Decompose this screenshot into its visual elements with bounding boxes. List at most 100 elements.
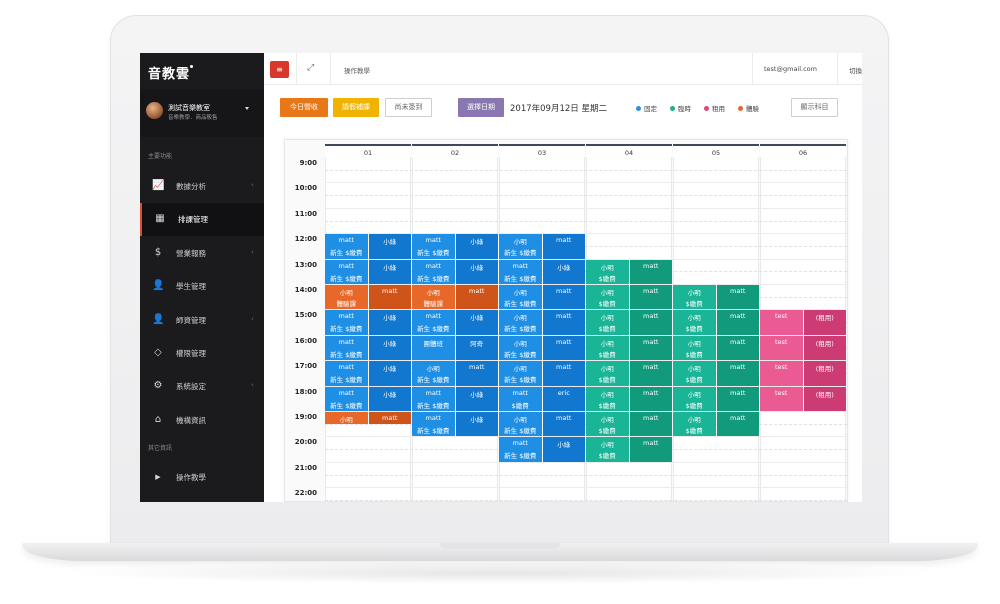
booking-cell[interactable]: matt 新生 $繳費 (412, 310, 455, 335)
booking-cell[interactable]: (租用) (803, 335, 846, 361)
booking-cell[interactable]: 小綠 (455, 412, 498, 437)
sidebar-item[interactable]: 👤 師資管理 ‹ (140, 304, 264, 337)
booking-cell[interactable]: 小明 $繳費 (673, 412, 716, 437)
user-email[interactable]: test@gmail.com (764, 65, 817, 73)
booking-cell[interactable]: 小明 $繳費 (586, 259, 629, 284)
booking-cell[interactable]: matt (629, 285, 672, 310)
breadcrumb[interactable]: 操作教學 (344, 67, 370, 75)
booking-cell[interactable]: 小綠 (368, 234, 411, 259)
leave-makeup-button[interactable]: 請假補課 (333, 98, 379, 117)
booking-cell[interactable]: test (760, 310, 803, 335)
sidebar-item[interactable]: 📈 數據分析 ‹ (140, 170, 264, 203)
booking-cell[interactable]: 小明 $繳費 (586, 412, 629, 437)
booking-cell[interactable]: matt (542, 361, 585, 386)
booking-cell[interactable]: matt 新生 $繳費 (412, 234, 455, 259)
booking-cell[interactable]: matt (368, 412, 411, 424)
booking-cell[interactable]: test (760, 361, 803, 386)
booking-cell[interactable]: matt 新生 $繳費 (499, 437, 542, 462)
booking-cell[interactable]: matt 新生 $繳費 (325, 361, 368, 386)
profile-card[interactable]: 測試音樂教室 音樂教學．商品販售 (140, 89, 264, 137)
booking-cell[interactable]: 小明 $繳費 (586, 310, 629, 335)
booking-cell[interactable]: matt 新生 $繳費 (499, 259, 542, 284)
booking-cell[interactable]: matt (542, 412, 585, 437)
booking-cell[interactable]: 小明 $繳費 (673, 335, 716, 361)
booking-cell[interactable]: matt $繳費 (499, 386, 542, 411)
booking-cell[interactable]: (租用) (803, 386, 846, 411)
booking-cell[interactable]: 小明 新生 $繳費 (499, 361, 542, 386)
booking-cell[interactable]: 小明 新生 $繳費 (412, 361, 455, 386)
booking-cell[interactable]: 小綠 (368, 259, 411, 284)
booking-cell[interactable]: matt (368, 285, 411, 310)
booking-cell[interactable]: 小明 $繳費 (673, 285, 716, 310)
today-revenue-button[interactable]: 今日營收 (280, 98, 328, 117)
booking-cell[interactable]: matt 新生 $繳費 (325, 310, 368, 335)
booking-cell[interactable]: matt (716, 412, 759, 437)
sidebar-item[interactable]: ⚙ 系統設定 ‹ (140, 370, 264, 403)
booking-cell[interactable]: 小綠 (455, 310, 498, 335)
booking-cell[interactable]: 小明 新生 $繳費 (499, 234, 542, 259)
booking-cell[interactable]: matt (629, 310, 672, 335)
booking-cell[interactable]: matt (542, 335, 585, 361)
fullscreen-button[interactable]: ⤢ (307, 63, 314, 73)
booking-cell[interactable]: matt (542, 310, 585, 335)
sidebar-item[interactable]: ▦ 排課管理 (140, 203, 264, 237)
sidebar-item[interactable]: $ 營業報務 ‹ (140, 237, 264, 270)
booking-cell[interactable]: matt (629, 412, 672, 437)
booking-cell[interactable]: 小綠 (368, 310, 411, 335)
sidebar-item[interactable]: ◇ 權限管理 (140, 337, 264, 370)
booking-cell[interactable]: 小明 $繳費 (586, 285, 629, 310)
booking-cell[interactable]: 小明 新生 $繳費 (499, 335, 542, 361)
booking-cell[interactable]: matt (629, 259, 672, 284)
booking-cell[interactable]: test (760, 386, 803, 411)
booking-cell[interactable]: 小明 (325, 412, 368, 424)
booking-cell[interactable]: matt 新生 $繳費 (325, 259, 368, 284)
not-signed-button[interactable]: 尚未簽到 (385, 98, 432, 117)
booking-cell[interactable]: 小明 體驗課 (325, 285, 368, 310)
booking-cell[interactable]: (租用) (803, 361, 846, 386)
booking-cell[interactable]: 小明 新生 $繳費 (499, 285, 542, 310)
booking-cell[interactable]: matt (629, 386, 672, 411)
sidebar-item[interactable]: 👤 學生管理 (140, 270, 264, 303)
booking-cell[interactable]: matt (629, 437, 672, 462)
booking-cell[interactable]: 小明 $繳費 (673, 310, 716, 335)
booking-cell[interactable]: matt (455, 285, 498, 310)
booking-cell[interactable]: 阿奇 (455, 335, 498, 361)
booking-cell[interactable]: matt (716, 361, 759, 386)
booking-cell[interactable]: matt 新生 $繳費 (412, 259, 455, 284)
booking-cell[interactable]: matt (716, 285, 759, 310)
booking-cell[interactable]: matt (542, 234, 585, 259)
booking-cell[interactable]: test (760, 335, 803, 361)
booking-cell[interactable]: matt (716, 310, 759, 335)
switch-link[interactable]: 切換 (849, 67, 862, 75)
booking-cell[interactable]: 小明 $繳費 (673, 361, 716, 386)
booking-cell[interactable]: matt (716, 386, 759, 411)
caret-down-icon[interactable] (245, 107, 249, 110)
booking-cell[interactable]: matt (542, 285, 585, 310)
booking-cell[interactable]: matt (455, 361, 498, 386)
booking-cell[interactable]: 小綠 (455, 234, 498, 259)
booking-cell[interactable]: matt 新生 $繳費 (412, 412, 455, 437)
booking-cell[interactable]: matt 新生 $繳費 (325, 386, 368, 411)
booking-cell[interactable]: 小明 $繳費 (586, 386, 629, 411)
booking-cell[interactable]: 小明 $繳費 (586, 361, 629, 386)
menu-toggle-button[interactable]: ≡ (270, 61, 289, 78)
booking-cell[interactable]: matt (629, 361, 672, 386)
sidebar-item[interactable]: ⌂ 機構資訊 (140, 404, 264, 437)
show-subjects-button[interactable]: 顯示科目 (791, 98, 838, 117)
sidebar-item[interactable]: ▶ 操作教學 (140, 461, 264, 494)
booking-cell[interactable]: 小明 $繳費 (673, 386, 716, 411)
booking-cell[interactable]: 小綠 (455, 386, 498, 411)
booking-cell[interactable]: matt 新生 $繳費 (412, 386, 455, 411)
booking-cell[interactable]: 小綠 (368, 335, 411, 361)
booking-cell[interactable]: 小綠 (455, 259, 498, 284)
booking-cell[interactable]: matt (716, 335, 759, 361)
booking-cell[interactable]: 小明 新生 $繳費 (499, 310, 542, 335)
booking-cell[interactable]: eric (542, 386, 585, 411)
booking-cell[interactable]: matt (629, 335, 672, 361)
booking-cell[interactable]: matt 新生 $繳費 (325, 335, 368, 361)
booking-cell[interactable]: 小明 $繳費 (586, 335, 629, 361)
booking-cell[interactable]: 小綠 (368, 361, 411, 386)
booking-cell[interactable]: 團體班 (412, 335, 455, 361)
booking-cell[interactable]: 小綠 (368, 386, 411, 411)
booking-cell[interactable]: 小綠 (542, 437, 585, 462)
